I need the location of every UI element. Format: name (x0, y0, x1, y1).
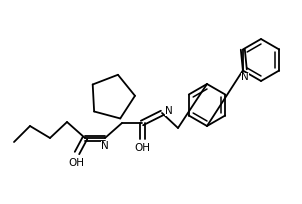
Text: OH: OH (68, 158, 84, 168)
Text: N: N (241, 72, 249, 82)
Text: OH: OH (134, 143, 150, 153)
Text: N: N (101, 141, 109, 151)
Text: N: N (165, 106, 173, 116)
